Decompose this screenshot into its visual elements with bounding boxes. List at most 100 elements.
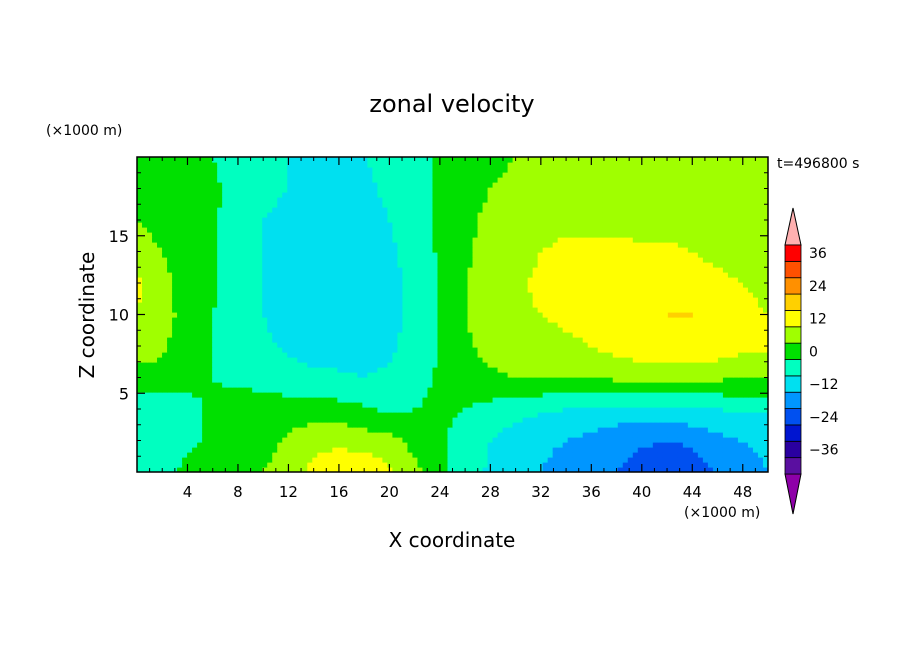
field-cell xyxy=(497,417,504,423)
field-cell xyxy=(752,282,759,288)
field-cell xyxy=(407,277,414,283)
field-cell xyxy=(187,312,193,318)
field-cell xyxy=(707,287,714,293)
field-cell xyxy=(172,462,178,468)
field-cell xyxy=(297,357,303,363)
field-cell xyxy=(267,367,273,373)
field-cell xyxy=(367,377,373,383)
field-cell xyxy=(672,442,679,448)
field-cell xyxy=(407,332,414,338)
field-cell xyxy=(742,392,749,398)
field-cell xyxy=(462,337,469,343)
field-cell xyxy=(297,367,303,373)
field-cell xyxy=(272,437,278,443)
field-cell xyxy=(322,432,328,438)
field-cell xyxy=(577,322,584,328)
field-cell xyxy=(722,367,729,373)
field-cell xyxy=(342,447,348,453)
field-cell xyxy=(577,402,584,408)
field-cell xyxy=(387,342,394,348)
field-cell xyxy=(212,272,218,278)
field-cell xyxy=(327,457,333,463)
field-cell xyxy=(677,287,684,293)
field-cell xyxy=(627,307,634,313)
field-cell xyxy=(507,357,514,363)
field-cell xyxy=(507,462,514,468)
field-cell xyxy=(352,442,358,448)
field-cell xyxy=(322,412,328,418)
field-cell xyxy=(147,417,153,423)
field-cell xyxy=(277,382,283,388)
field-cell xyxy=(157,392,163,398)
field-cell xyxy=(327,287,333,293)
field-cell xyxy=(217,347,223,353)
field-cell xyxy=(247,372,253,378)
field-cell xyxy=(417,452,424,458)
field-cell xyxy=(337,447,343,453)
field-cell xyxy=(377,327,383,333)
field-cell xyxy=(637,347,644,353)
field-cell xyxy=(542,332,549,338)
field-cell xyxy=(507,382,514,388)
field-cell xyxy=(552,377,559,383)
field-cell xyxy=(672,387,679,393)
field-cell xyxy=(507,397,514,403)
field-cell xyxy=(262,307,268,313)
field-cell xyxy=(622,427,629,433)
field-cell xyxy=(602,297,609,303)
field-cell xyxy=(262,332,268,338)
field-cell xyxy=(552,327,559,333)
field-cell xyxy=(702,297,709,303)
field-cell xyxy=(397,342,404,348)
field-cell xyxy=(427,342,434,348)
field-cell xyxy=(622,452,629,458)
field-cell xyxy=(432,377,439,383)
field-cell xyxy=(437,417,444,423)
field-cell xyxy=(557,467,564,472)
field-cell xyxy=(237,387,243,393)
field-cell xyxy=(562,372,569,378)
field-cell xyxy=(607,322,614,328)
field-cell xyxy=(257,372,263,378)
field-cell xyxy=(482,412,489,418)
field-cell xyxy=(672,277,679,283)
field-cell xyxy=(532,292,539,298)
field-cell xyxy=(137,332,143,338)
field-cell xyxy=(197,327,203,333)
field-cell xyxy=(267,412,273,418)
field-cell xyxy=(422,327,429,333)
field-cell xyxy=(717,457,724,463)
field-cell xyxy=(312,272,318,278)
field-cell xyxy=(227,417,233,423)
field-cell xyxy=(542,447,549,453)
field-cell xyxy=(657,422,664,428)
field-cell xyxy=(757,462,764,468)
field-cell xyxy=(672,302,679,308)
field-cell xyxy=(287,352,293,358)
field-cell xyxy=(392,412,399,418)
field-cell xyxy=(687,417,694,423)
field-cell xyxy=(447,292,454,298)
field-cell xyxy=(612,407,619,413)
field-cell xyxy=(667,362,674,368)
field-cell xyxy=(197,342,203,348)
field-cell xyxy=(592,352,599,358)
field-cell xyxy=(397,412,404,418)
field-cell xyxy=(357,452,363,458)
field-cell xyxy=(707,302,714,308)
field-cell xyxy=(652,337,659,343)
field-cell xyxy=(632,352,639,358)
field-cell xyxy=(382,302,388,308)
field-cell xyxy=(437,332,444,338)
field-cell xyxy=(297,437,303,443)
field-cell xyxy=(502,402,509,408)
field-cell xyxy=(647,317,654,323)
field-cell xyxy=(547,467,554,472)
field-cell xyxy=(682,387,689,393)
field-cell xyxy=(467,357,474,363)
field-cell xyxy=(287,432,293,438)
field-cell xyxy=(467,312,474,318)
field-cell xyxy=(372,387,378,393)
field-cell xyxy=(287,442,293,448)
field-cell xyxy=(682,432,689,438)
